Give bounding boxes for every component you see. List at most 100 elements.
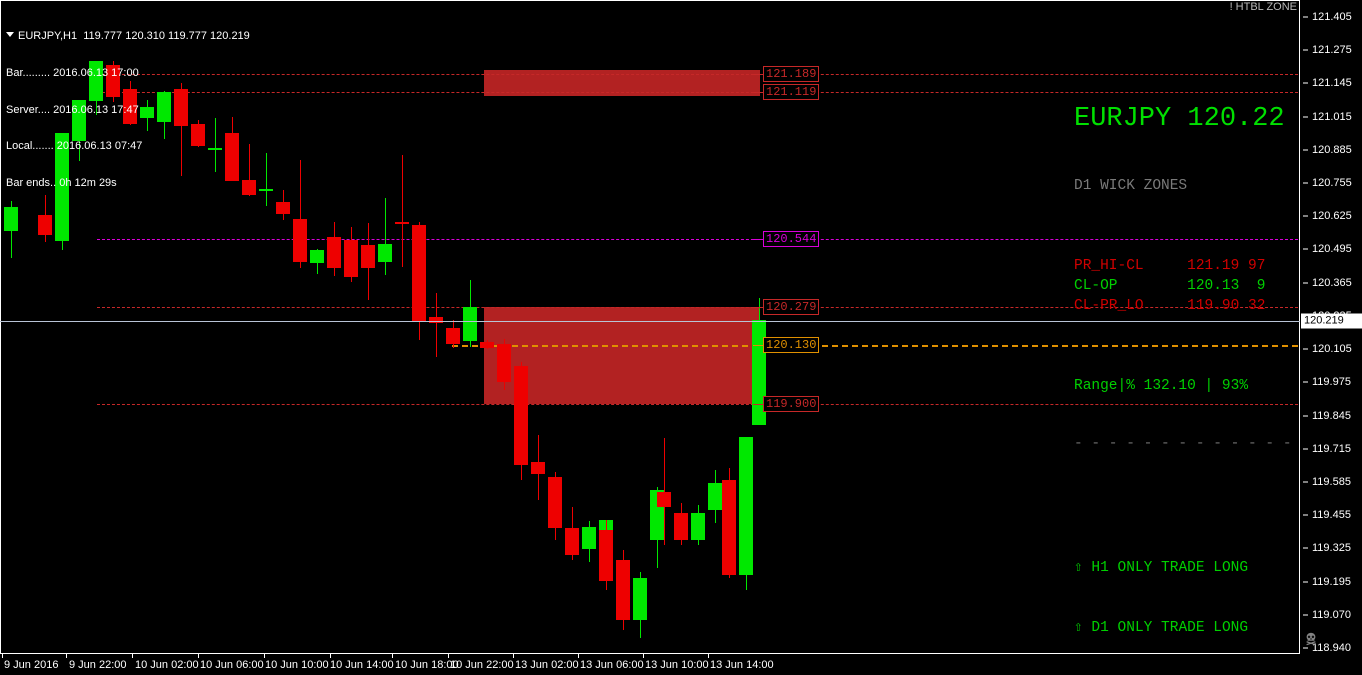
bar-ends-row: Bar ends.. 0h 12m 29s [6, 176, 117, 189]
level-label-pr-hi[interactable]: 121.189 [763, 66, 820, 82]
price-axis-label: 120.625 [1312, 210, 1352, 223]
lower-demand-zone [484, 307, 760, 404]
price-tick [1303, 215, 1308, 217]
candle-body [157, 92, 171, 122]
candle-body [531, 462, 545, 474]
candle-wick [181, 83, 182, 176]
time-axis-label: 13 Jun 06:00 [580, 659, 644, 671]
candle-wick [402, 155, 403, 267]
price-tick [1303, 116, 1308, 118]
candle-body [565, 528, 579, 555]
level-stub [753, 74, 764, 75]
candle-body [633, 578, 647, 620]
time-axis[interactable]: 9 Jun 2016 9 Jun 22:00 10 Jun 02:00 10 Jun … [0, 654, 1300, 675]
candle-body [691, 513, 705, 540]
price-tick [1303, 282, 1308, 284]
price-axis-label: 119.585 [1312, 475, 1351, 488]
candle-body [378, 244, 392, 262]
price-tick [1303, 547, 1308, 549]
price-axis-label: 121.145 [1312, 77, 1352, 90]
candle-body [446, 328, 460, 344]
candle-body [412, 225, 426, 321]
time-axis-label: 9 Jun 22:00 [69, 659, 127, 671]
current-price-badge: 120.219 [1301, 313, 1362, 329]
level-label-zone-bottom[interactable]: 119.900 [763, 396, 820, 412]
symbol-ohlc-row: EURJPY,H1 119.777 120.310 119.777 120.21… [6, 30, 250, 42]
price-tick [1303, 647, 1308, 649]
candle-body [582, 527, 596, 549]
candle-body [191, 124, 205, 146]
price-tick [1303, 182, 1308, 184]
plot-top-border [0, 0, 1300, 1]
candle-body [429, 317, 443, 323]
candle-body [548, 477, 562, 528]
candle-body [174, 89, 188, 126]
price-axis-label: 119.715 [1312, 442, 1351, 455]
price-axis-divider [1299, 0, 1300, 653]
price-axis-label: 120.755 [1312, 177, 1352, 190]
level-stub [753, 92, 764, 93]
price-tick [1303, 149, 1308, 151]
candle-body [674, 513, 688, 540]
candle-body [599, 530, 613, 581]
time-axis-line [0, 653, 1300, 654]
price-axis-label: 120.105 [1312, 343, 1352, 356]
price-tick [1303, 481, 1308, 483]
bar-time-row: Bar......... 2016.06.13 17:00 [6, 67, 139, 80]
price-axis-label: 121.015 [1312, 110, 1352, 123]
price-axis-label: 119.845 [1312, 409, 1351, 422]
candle-body [708, 483, 722, 510]
current-price-line [0, 321, 1300, 322]
price-tick [1303, 448, 1308, 450]
time-axis-label: 13 Jun 14:00 [710, 659, 774, 671]
candle-body [310, 250, 324, 263]
price-tick [1303, 614, 1308, 616]
level-line-open-level [452, 345, 1298, 347]
candle-body [739, 437, 753, 575]
price-tick [1303, 348, 1308, 350]
price-axis-label: 121.405 [1312, 11, 1352, 23]
candle-body [72, 100, 86, 141]
wick-zone-rows: PR_HI-CL 121.19 97 CL-OP 120.13 9 CL-PR_LO… [1074, 256, 1300, 316]
candle-body [752, 320, 766, 425]
candle-body [276, 202, 290, 214]
level-stub [753, 239, 764, 240]
level-line-zone-bottom [97, 404, 1298, 405]
candle-body [259, 189, 273, 191]
level-label-cl-hi[interactable]: 121.119 [763, 84, 820, 100]
candle-body [361, 245, 375, 268]
price-tick [1303, 581, 1308, 583]
skull-icon [1306, 632, 1316, 646]
candle-body [395, 222, 409, 224]
price-axis-label: 121.275 [1312, 44, 1352, 57]
price-axis-label: 119.325 [1312, 542, 1351, 555]
range-row: Range|% 132.10 | 93% [1074, 378, 1249, 394]
wick-zone-row-2: CL-PR_LO 119.90 32 [1074, 298, 1266, 314]
symbol-ohlc-text: EURJPY,H1 119.777 120.310 119.777 120.21… [18, 30, 250, 43]
price-axis-label: 119.070 [1312, 608, 1351, 621]
candle-body [123, 89, 137, 124]
price-tick [1303, 514, 1308, 516]
time-axis-label: 9 Jun 2016 [4, 659, 59, 671]
level-stub [753, 307, 764, 308]
candle-wick [215, 118, 216, 172]
time-tick [2, 654, 3, 658]
level-label-zone-top[interactable]: 120.279 [763, 299, 820, 315]
time-tick [66, 654, 67, 658]
plot-left-border [0, 0, 1, 653]
wick-zone-row-1: CL-OP 120.13 9 [1074, 278, 1266, 294]
bias-h1-row: ⇧ H1 ONLY TRADE LONG [1074, 560, 1249, 576]
candle-body [55, 133, 69, 241]
candle-wick [266, 153, 267, 206]
collapse-triangle-icon[interactable] [6, 32, 14, 38]
level-label-mid-magenta[interactable]: 120.544 [763, 231, 820, 247]
price-axis-label: 120.495 [1312, 243, 1352, 256]
price-axis-label: 118.940 [1312, 642, 1351, 654]
level-label-open-level[interactable]: 120.130 [763, 337, 820, 353]
chart-plot-area[interactable]: 121.189 121.119 120.544 120.279 120.130 119.9… [0, 0, 1300, 653]
panel-subtitle: D1 WICK ZONES [1074, 178, 1188, 194]
trade-info-panel: EURJPY 120.22 D1 WICK ZONES PR_HI-CL 121… [1074, 0, 1300, 653]
time-axis-label: 10 Jun 14:00 [330, 659, 394, 671]
time-tick [330, 654, 331, 658]
